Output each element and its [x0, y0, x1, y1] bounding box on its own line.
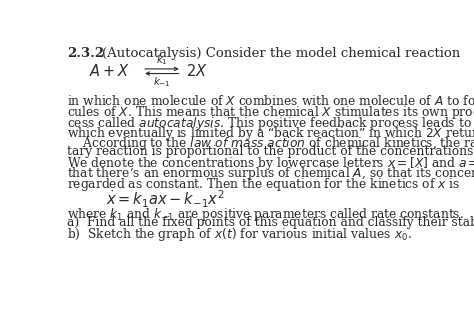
- Text: b)  Sketch the graph of $x(t)$ for various initial values $x_0$.: b) Sketch the graph of $x(t)$ for variou…: [67, 226, 412, 243]
- Text: (Autocatalysis) Consider the model chemical reaction: (Autocatalysis) Consider the model chemi…: [102, 47, 460, 60]
- Text: regarded as constant. Then the equation for the kinetics of $x$ is: regarded as constant. Then the equation …: [67, 176, 460, 193]
- Text: $\dot{x} = k_1ax - k_{-1}x^2$: $\dot{x} = k_1ax - k_{-1}x^2$: [106, 189, 225, 210]
- Text: a)  Find all the fixed points of this equation and classify their stability.: a) Find all the fixed points of this equ…: [67, 216, 474, 229]
- Text: which eventually is limited by a “back reaction” in which $2X$ returns to $A + X: which eventually is limited by a “back r…: [67, 125, 474, 142]
- Text: $A+X$: $A+X$: [89, 63, 130, 79]
- Text: tary reaction is proportional to the product of the concentrations of the reacta: tary reaction is proportional to the pro…: [67, 145, 474, 158]
- Text: $k_1$: $k_1$: [156, 53, 168, 67]
- Text: $k_{-1}$: $k_{-1}$: [153, 75, 171, 89]
- Text: According to the $\it{law\ of\ mass\ action}$ of chemical kinetics, the rate of : According to the $\it{law\ of\ mass\ act…: [67, 135, 474, 152]
- Text: cules of $X$. This means that the chemical $X$ stimulates its own production, a : cules of $X$. This means that the chemic…: [67, 104, 474, 122]
- Text: cess called $\it{autocatalysis}$. This positive feedback process leads to a chai: cess called $\it{autocatalysis}$. This p…: [67, 115, 474, 132]
- Text: in which one molecule of $X$ combines with one molecule of $A$ to form two mole-: in which one molecule of $X$ combines wi…: [67, 94, 474, 108]
- Text: 2.3.2: 2.3.2: [67, 47, 104, 60]
- Text: that there’s an enormous surplus of chemical $A$, so that its concentration $a$ : that there’s an enormous surplus of chem…: [67, 166, 474, 182]
- Text: $2X$: $2X$: [186, 63, 207, 79]
- Text: We denote the concentrations by lowercase letters $x = [X]$ and $a = [A]$. Assum: We denote the concentrations by lowercas…: [67, 155, 474, 172]
- Text: where $k_1$ and $k_{-1}$ are positive parameters called rate constants.: where $k_1$ and $k_{-1}$ are positive pa…: [67, 206, 464, 223]
